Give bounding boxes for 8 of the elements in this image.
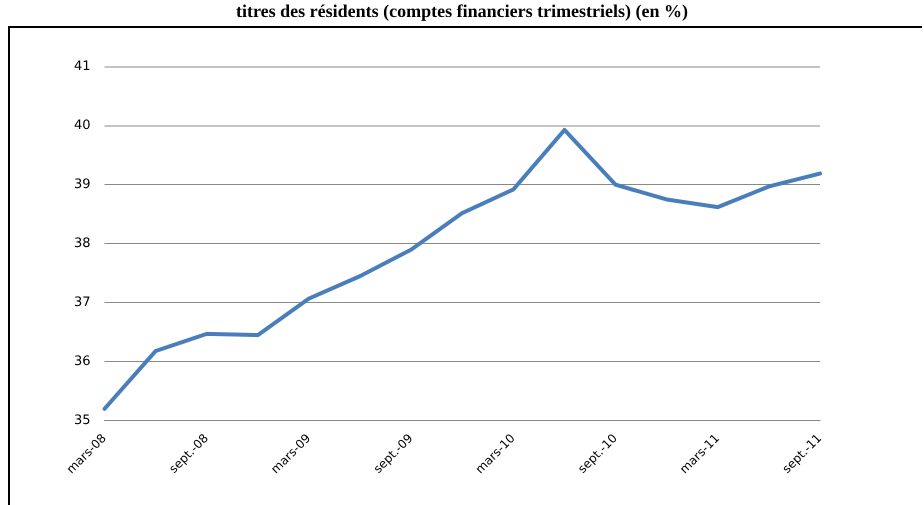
y-tick-label: 39 [74, 177, 91, 192]
chart-title: titres des résidents (comptes financiers trimestriels) (en %) [234, 1, 690, 22]
y-tick-label: 37 [74, 295, 91, 310]
y-tick-label: 38 [74, 236, 91, 252]
y-tick-label: 40 [74, 118, 91, 134]
y-tick-label: 41 [74, 59, 91, 74]
y-tick-label: 36 [74, 354, 91, 369]
y-tick-label: 35 [74, 412, 91, 428]
